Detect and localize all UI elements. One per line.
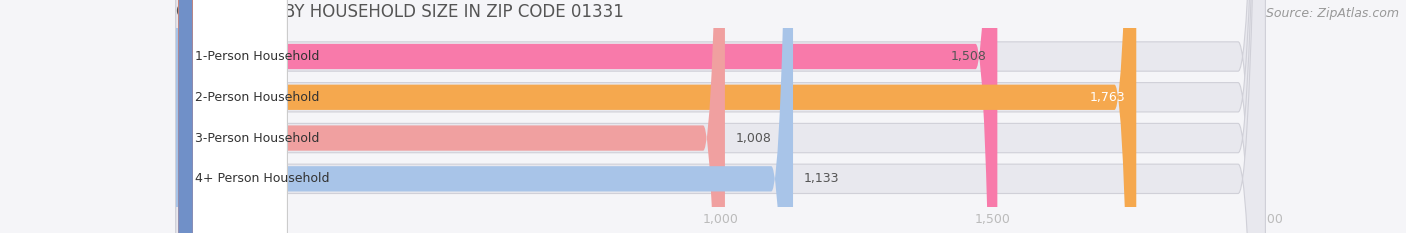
FancyBboxPatch shape	[176, 0, 1265, 233]
FancyBboxPatch shape	[176, 0, 1136, 233]
FancyBboxPatch shape	[179, 0, 287, 233]
Circle shape	[179, 0, 193, 233]
Circle shape	[179, 0, 193, 233]
Text: 1,008: 1,008	[735, 132, 772, 144]
Text: Source: ZipAtlas.com: Source: ZipAtlas.com	[1265, 7, 1399, 20]
Text: 3-Person Household: 3-Person Household	[195, 132, 319, 144]
FancyBboxPatch shape	[179, 0, 287, 233]
Text: 1,133: 1,133	[804, 172, 839, 185]
Text: OCCUPANCY BY HOUSEHOLD SIZE IN ZIP CODE 01331: OCCUPANCY BY HOUSEHOLD SIZE IN ZIP CODE …	[176, 3, 624, 21]
FancyBboxPatch shape	[176, 0, 793, 233]
FancyBboxPatch shape	[176, 0, 1265, 233]
Circle shape	[179, 0, 193, 233]
Text: 1,508: 1,508	[950, 50, 987, 63]
FancyBboxPatch shape	[176, 0, 1265, 233]
FancyBboxPatch shape	[176, 0, 725, 233]
FancyBboxPatch shape	[179, 0, 287, 233]
FancyBboxPatch shape	[176, 0, 997, 233]
Text: 1,763: 1,763	[1090, 91, 1125, 104]
Circle shape	[179, 0, 193, 233]
Text: 1-Person Household: 1-Person Household	[195, 50, 319, 63]
FancyBboxPatch shape	[176, 0, 1265, 233]
FancyBboxPatch shape	[179, 0, 287, 233]
Text: 4+ Person Household: 4+ Person Household	[195, 172, 329, 185]
Text: 2-Person Household: 2-Person Household	[195, 91, 319, 104]
